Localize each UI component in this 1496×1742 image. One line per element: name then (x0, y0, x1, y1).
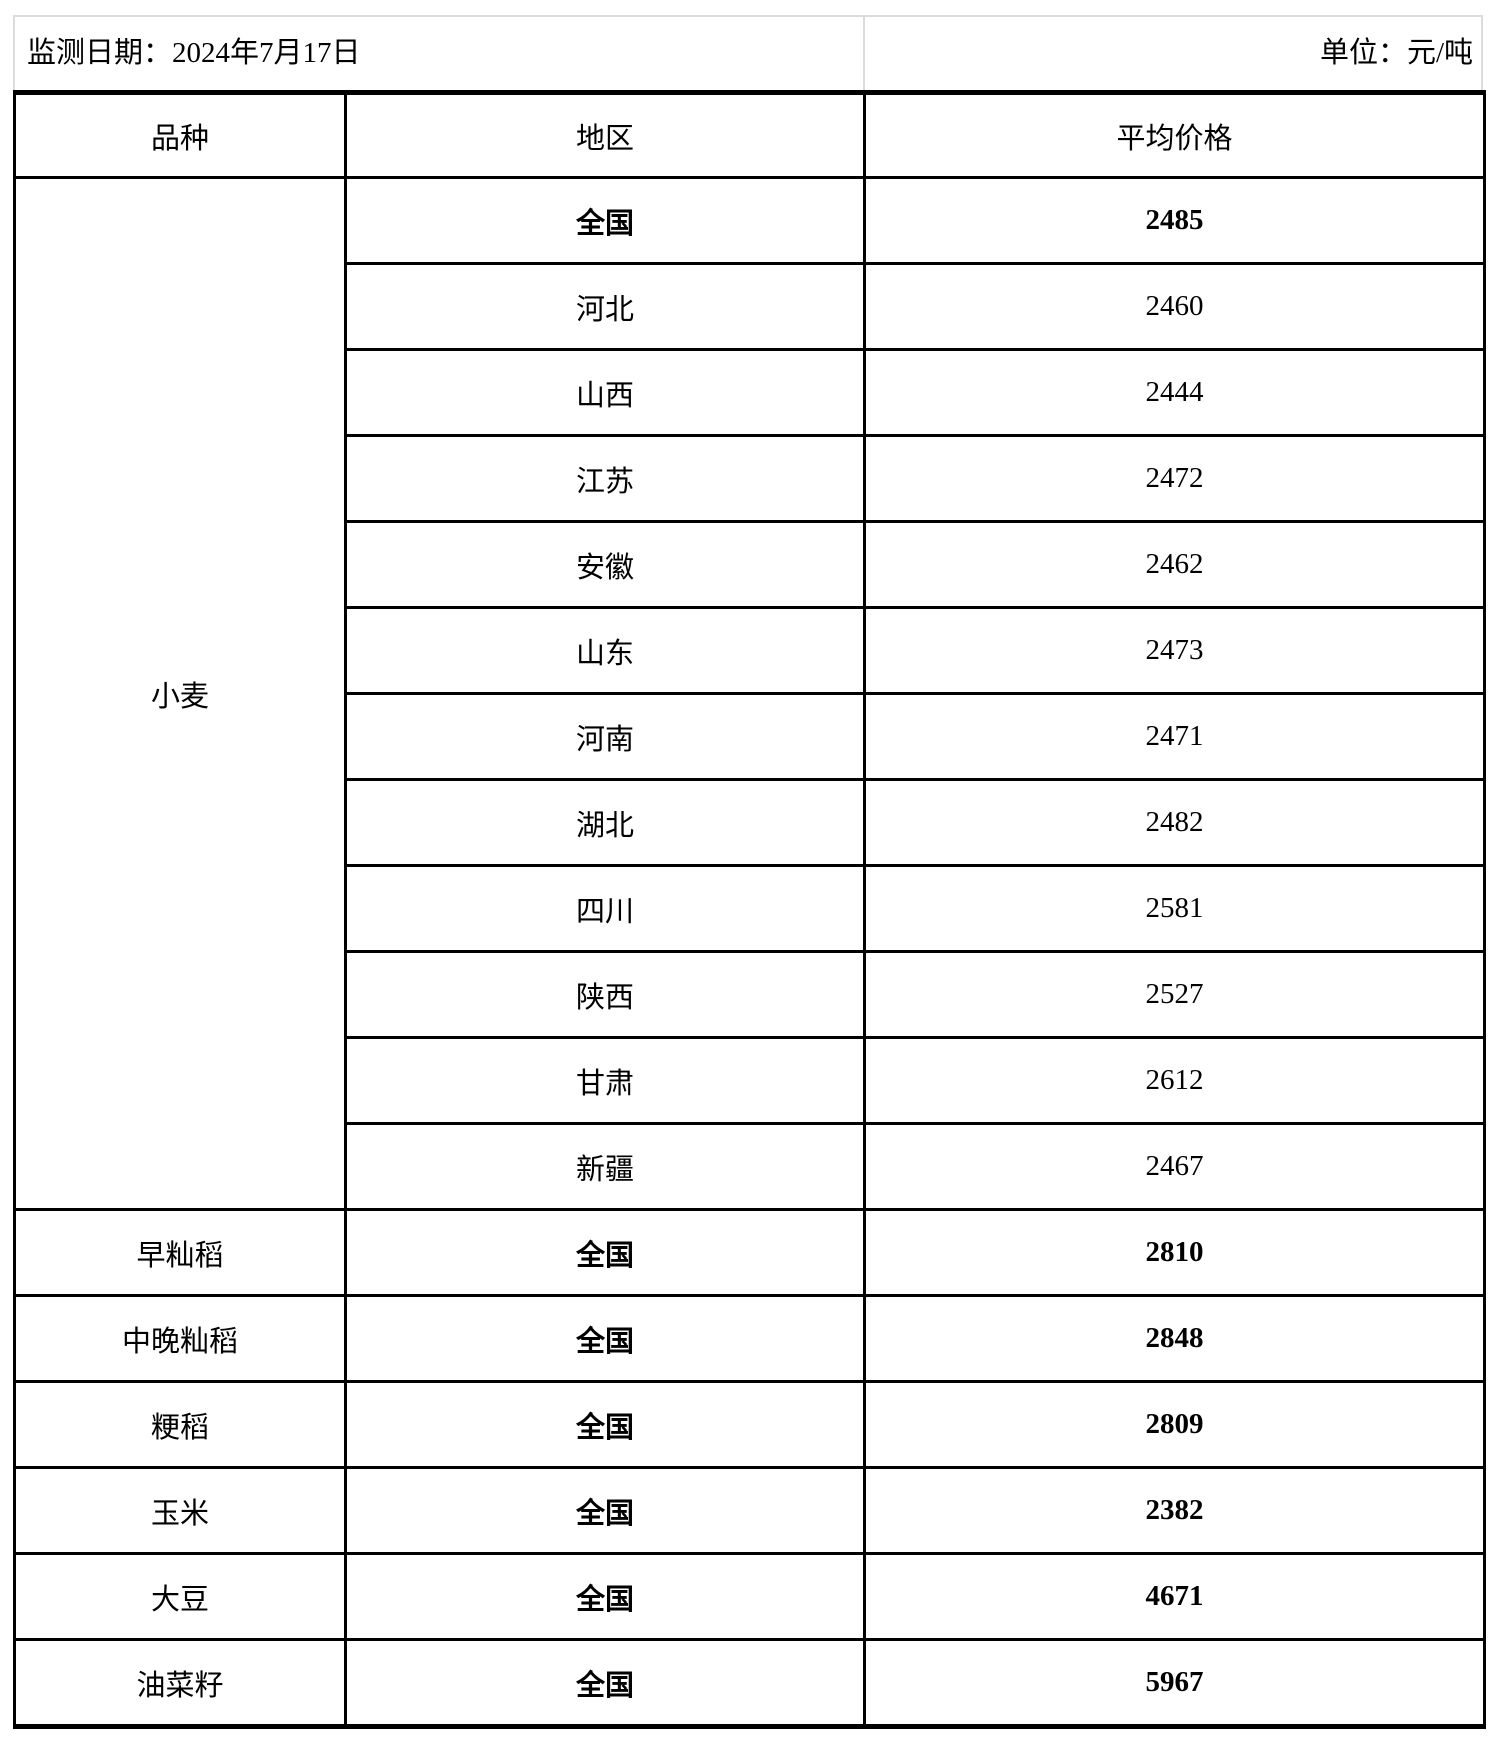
variety-cell: 早籼稻 (13, 1208, 347, 1297)
price-cell: 2848 (863, 1294, 1486, 1383)
price-cell: 2810 (863, 1208, 1486, 1297)
table-body: 小麦 全国 2485 河北 2460 山西 2444 江苏 2472 安徽 2462 山东 2473 河南… (13, 176, 1486, 1728)
region-cell: 全国 (344, 1380, 866, 1469)
grain-price-table: 品种 地区 平均价格 小麦 全国 2485 河北 2460 山西 2444 江苏 2472 安徽 2… (13, 90, 1486, 1729)
variety-cell: 油菜籽 (13, 1638, 347, 1728)
table-row: 山东 2473 (15, 606, 1486, 695)
price-cell: 5967 (863, 1638, 1486, 1728)
region-cell: 新疆 (344, 1122, 866, 1211)
table-row: 油菜籽 全国 5967 (13, 1638, 1486, 1728)
table-row: 山西 2444 (15, 348, 1486, 437)
region-cell: 江苏 (344, 434, 866, 523)
price-cell: 2460 (863, 262, 1486, 351)
price-cell: 2471 (863, 692, 1486, 781)
table-row: 早籼稻 全国 2810 (13, 1208, 1486, 1297)
region-cell: 陕西 (344, 950, 866, 1039)
region-cell: 河南 (344, 692, 866, 781)
col-header-price: 平均价格 (863, 91, 1486, 179)
table-row: 甘肃 2612 (15, 1036, 1486, 1125)
region-cell: 甘肃 (344, 1036, 866, 1125)
region-cell: 全国 (344, 1638, 866, 1728)
price-cell: 2382 (863, 1466, 1486, 1555)
region-cell: 全国 (344, 176, 866, 265)
price-cell: 2581 (863, 864, 1486, 953)
variety-cell: 小麦 (13, 176, 347, 1211)
table-row: 中晚籼稻 全国 2848 (13, 1294, 1486, 1383)
region-cell: 山西 (344, 348, 866, 437)
table-row: 大豆 全国 4671 (13, 1552, 1486, 1641)
col-header-variety: 品种 (13, 91, 347, 179)
table-row: 玉米 全国 2382 (13, 1466, 1486, 1555)
table-caption-row: 监测日期：2024年7月17日 单位：元/吨 (13, 15, 1483, 90)
table-row: 安徽 2462 (15, 520, 1486, 609)
variety-cell: 中晚籼稻 (13, 1294, 347, 1383)
price-cell: 2527 (863, 950, 1486, 1039)
header-row: 品种 地区 平均价格 (13, 91, 1486, 179)
table-row: 小麦 全国 2485 (13, 176, 1486, 1211)
variety-cell: 粳稻 (13, 1380, 347, 1469)
table-row: 粳稻 全国 2809 (13, 1380, 1486, 1469)
price-cell: 2472 (863, 434, 1486, 523)
price-cell: 2612 (863, 1036, 1486, 1125)
region-cell: 河北 (344, 262, 866, 351)
region-cell: 全国 (344, 1294, 866, 1383)
variety-cell: 玉米 (13, 1466, 347, 1555)
table-row: 湖北 2482 (15, 778, 1486, 867)
variety-cell: 大豆 (13, 1552, 347, 1641)
region-cell: 山东 (344, 606, 866, 695)
price-cell: 2444 (863, 348, 1486, 437)
price-cell: 4671 (863, 1552, 1486, 1641)
region-cell: 全国 (344, 1552, 866, 1641)
table-row: 新疆 2467 (15, 1122, 1486, 1211)
unit-label: 单位：元/吨 (1319, 37, 1473, 69)
region-cell: 湖北 (344, 778, 866, 867)
region-cell: 四川 (344, 864, 866, 953)
table-row: 陕西 2527 (15, 950, 1486, 1039)
table-row: 河北 2460 (15, 262, 1486, 351)
table-row: 河南 2471 (15, 692, 1486, 781)
price-cell: 2467 (863, 1122, 1486, 1211)
region-cell: 全国 (344, 1208, 866, 1297)
table-row: 四川 2581 (15, 864, 1486, 953)
price-cell: 2462 (863, 520, 1486, 609)
monitor-date-label: 监测日期：2024年7月17日 (15, 17, 865, 90)
table-row: 江苏 2472 (15, 434, 1486, 523)
price-cell: 2473 (863, 606, 1486, 695)
col-header-region: 地区 (344, 91, 866, 179)
price-cell: 2482 (863, 778, 1486, 867)
price-cell: 2809 (863, 1380, 1486, 1469)
price-cell: 2485 (863, 176, 1486, 265)
region-cell: 全国 (344, 1466, 866, 1555)
region-cell: 安徽 (344, 520, 866, 609)
